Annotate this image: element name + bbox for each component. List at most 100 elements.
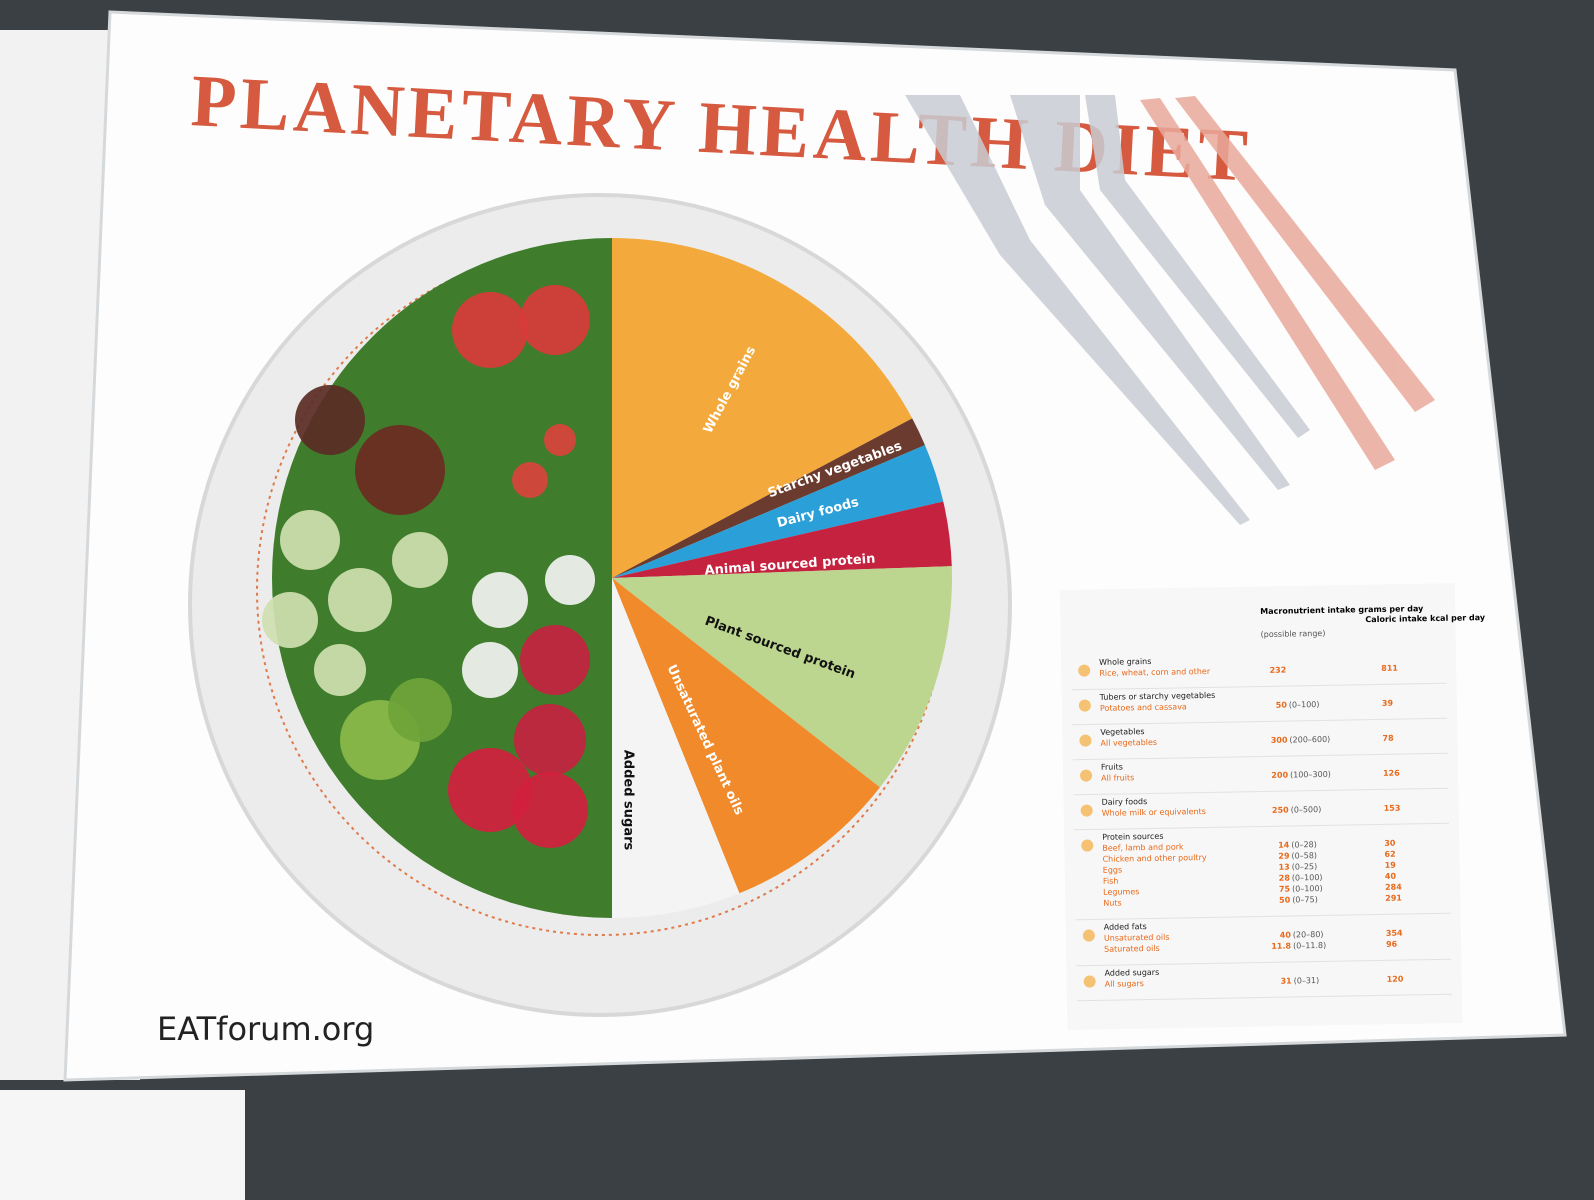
- plate-segment: [612, 578, 880, 894]
- row-icon: [1079, 734, 1092, 747]
- range: (0–58): [1291, 851, 1317, 860]
- food-illustration: [388, 678, 452, 742]
- row-divider: [1074, 822, 1449, 831]
- row-divider: [1073, 787, 1449, 796]
- item-name: All vegetables: [1100, 738, 1157, 748]
- group-name: Protein sources: [1102, 832, 1163, 842]
- food-illustration: [520, 285, 590, 355]
- kcal: 19: [1385, 861, 1397, 870]
- row-icon: [1078, 664, 1091, 677]
- kcal: 39: [1382, 699, 1394, 708]
- chopstick: [1140, 98, 1395, 470]
- table-body: Macronutrient intake grams per day (possi…: [1071, 604, 1486, 1002]
- row-divider: [1075, 912, 1451, 921]
- food-illustration: [355, 425, 445, 515]
- range: (100–300): [1290, 770, 1331, 780]
- kcal: 153: [1384, 804, 1401, 813]
- row-icon: [1080, 804, 1093, 817]
- group-name: Added sugars: [1104, 968, 1159, 978]
- row-icon: [1082, 929, 1095, 942]
- range: (0–25): [1292, 862, 1318, 871]
- food-illustration: [512, 462, 548, 498]
- kcal: 811: [1381, 664, 1398, 673]
- grams: 29: [1278, 852, 1290, 861]
- item-name: Beef, lamb and pork: [1102, 842, 1184, 852]
- kcal: 120: [1387, 975, 1404, 984]
- group-name: Dairy foods: [1101, 797, 1147, 807]
- grams: 75: [1279, 885, 1291, 894]
- item-name: All fruits: [1101, 773, 1134, 783]
- group-name: Added fats: [1104, 922, 1147, 932]
- item-name: Unsaturated oils: [1104, 933, 1170, 943]
- range: (0–28): [1291, 840, 1317, 849]
- row-divider: [1076, 993, 1452, 1002]
- row-divider: [1072, 752, 1448, 761]
- item-name: Whole milk or equivalents: [1102, 807, 1206, 818]
- chopstick: [1175, 96, 1435, 412]
- grams: 50: [1276, 701, 1288, 710]
- range: (0–100): [1292, 873, 1323, 883]
- row-divider: [1071, 682, 1447, 691]
- range: (200–600): [1289, 735, 1330, 745]
- item-name: Eggs: [1103, 865, 1123, 874]
- grams: 13: [1278, 863, 1289, 872]
- kcal: 40: [1385, 872, 1397, 881]
- nutrition-table: Macronutrient intake grams per day (possi…: [1059, 583, 1486, 1030]
- grams: 300: [1271, 736, 1288, 745]
- food-illustration: [328, 568, 392, 632]
- plate-segment: [612, 578, 740, 918]
- food-illustration: [462, 642, 518, 698]
- spoon: [1085, 95, 1310, 438]
- item-name: Chicken and other poultry: [1102, 853, 1206, 864]
- grams: 200: [1271, 771, 1288, 780]
- food-illustration: [472, 572, 528, 628]
- range: (20–80): [1293, 930, 1324, 940]
- row-icon: [1083, 975, 1096, 988]
- food-illustration: [314, 644, 366, 696]
- kcal: 62: [1384, 850, 1395, 859]
- item-name: All sugars: [1105, 979, 1144, 989]
- food-illustration: [514, 704, 586, 776]
- group-name: Vegetables: [1100, 727, 1144, 737]
- range: (0–75): [1292, 895, 1318, 904]
- grams: 40: [1280, 931, 1292, 940]
- footer-site: EATforum.org: [157, 1010, 374, 1048]
- card: [0, 1090, 245, 1200]
- plate-segment: [612, 566, 952, 788]
- kcal: 291: [1385, 894, 1402, 903]
- item-name: Nuts: [1103, 898, 1122, 907]
- grams: 250: [1272, 806, 1289, 815]
- row-divider: [1076, 958, 1452, 967]
- food-illustration: [544, 424, 576, 456]
- group-name: Whole grains: [1099, 657, 1151, 667]
- food-illustration: [280, 510, 340, 570]
- kcal: 30: [1384, 839, 1396, 848]
- column-header: Caloric intake kcal per day: [1365, 613, 1486, 624]
- knife: [905, 95, 1250, 525]
- range: (0–11.8): [1293, 941, 1326, 951]
- grams: 14: [1278, 841, 1290, 850]
- food-illustration: [520, 625, 590, 695]
- food-illustration: [392, 532, 448, 588]
- group-name: Tubers or starchy vegetables: [1099, 691, 1216, 702]
- column-subheader: (possible range): [1261, 629, 1326, 639]
- range: (0–31): [1294, 976, 1320, 985]
- plate-segment: [612, 418, 925, 578]
- range: (0–500): [1291, 805, 1322, 815]
- row-icon: [1078, 699, 1091, 712]
- grams: 31: [1280, 977, 1292, 986]
- item-name: Fish: [1103, 877, 1119, 886]
- grams: 11.8: [1271, 942, 1291, 951]
- food-illustration: [295, 385, 365, 455]
- column-header: Macronutrient intake grams per day: [1260, 604, 1424, 616]
- cutlery: [905, 95, 1435, 525]
- plate-segment: [612, 501, 952, 578]
- row-divider: [1072, 717, 1448, 726]
- item-name: Rice, wheat, corn and other: [1099, 667, 1211, 678]
- plate-segment: [612, 445, 944, 578]
- food-illustration: [452, 292, 528, 368]
- kcal: 354: [1386, 929, 1403, 938]
- range: (0–100): [1289, 700, 1320, 710]
- range: (0–100): [1292, 884, 1323, 894]
